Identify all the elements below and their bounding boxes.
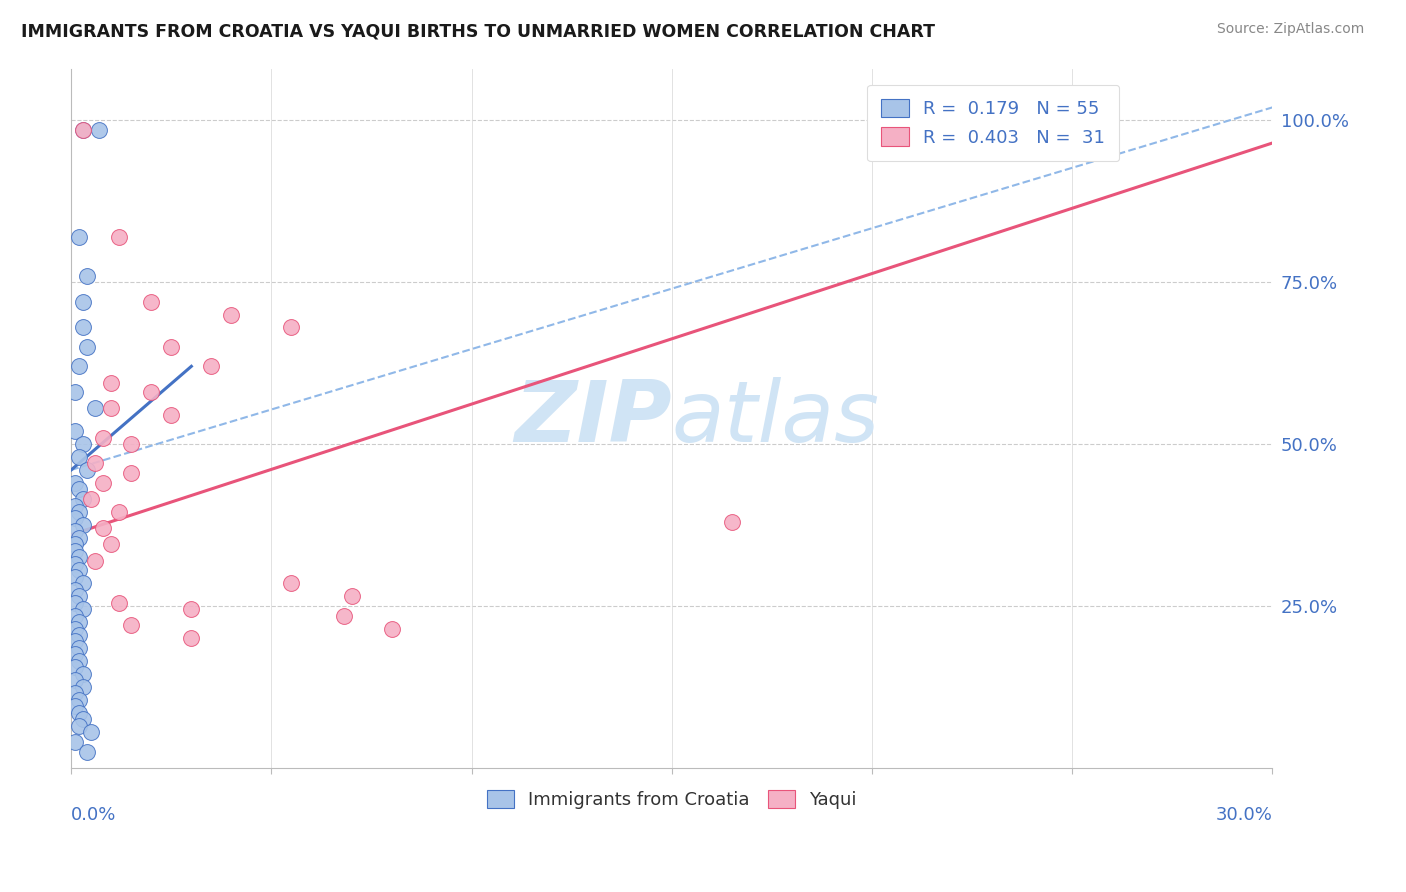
Point (180, 631, 202, 645)
Point (76, 268, 98, 283)
Legend: Immigrants from Croatia, Yaqui: Immigrants from Croatia, Yaqui (478, 780, 866, 818)
Point (280, 576, 302, 591)
Point (67, 640, 90, 655)
Point (72, 437, 94, 451)
Point (80, 725, 103, 739)
Point (65, 608, 87, 623)
Point (934, 123, 956, 137)
Text: 0.0%: 0.0% (72, 806, 117, 824)
Point (65, 570, 87, 584)
Point (65, 735, 87, 749)
Point (65, 673, 87, 688)
Point (72, 680, 94, 694)
Point (180, 602, 202, 616)
Point (65, 475, 87, 490)
Point (65, 424, 87, 438)
Point (72, 602, 94, 616)
Point (84, 401, 107, 416)
Point (67, 531, 90, 545)
Point (76, 463, 98, 477)
Point (84, 457, 107, 471)
Point (91, 521, 114, 535)
Point (72, 123, 94, 137)
Point (120, 466, 142, 480)
Point (67, 706, 90, 720)
Point (91, 475, 114, 490)
Point (67, 450, 90, 464)
Point (72, 491, 94, 506)
Point (280, 320, 302, 334)
Point (72, 712, 94, 726)
Point (67, 628, 90, 642)
Point (72, 294, 94, 309)
Point (65, 699, 87, 714)
Point (67, 589, 90, 603)
Point (89, 123, 111, 137)
Point (120, 618, 142, 632)
Text: atlas: atlas (672, 376, 880, 459)
Point (65, 499, 87, 513)
Point (141, 294, 163, 309)
Point (160, 408, 183, 422)
Point (381, 622, 404, 636)
Point (76, 745, 98, 759)
Point (65, 544, 87, 558)
Point (332, 608, 354, 623)
Point (65, 511, 87, 525)
Point (100, 376, 122, 390)
Point (108, 230, 131, 244)
Point (67, 615, 90, 629)
Point (65, 686, 87, 700)
Point (65, 660, 87, 674)
Point (721, 515, 744, 529)
Point (72, 517, 94, 532)
Point (120, 437, 142, 451)
Point (100, 401, 122, 416)
Point (67, 483, 90, 497)
Point (76, 340, 98, 354)
Text: ZIP: ZIP (515, 376, 672, 459)
Point (100, 537, 122, 551)
Point (67, 230, 90, 244)
Point (72, 576, 94, 591)
Point (65, 622, 87, 636)
Point (84, 553, 107, 567)
Point (200, 359, 222, 374)
Point (72, 666, 94, 681)
Point (65, 537, 87, 551)
Point (67, 654, 90, 668)
Point (65, 385, 87, 400)
Point (67, 563, 90, 577)
Text: 30.0%: 30.0% (1216, 806, 1272, 824)
Point (141, 385, 163, 400)
Point (65, 634, 87, 648)
Point (65, 648, 87, 662)
Point (80, 491, 103, 506)
Point (65, 596, 87, 610)
Point (67, 359, 90, 374)
Point (65, 524, 87, 539)
Point (65, 582, 87, 597)
Point (67, 505, 90, 519)
Point (340, 589, 363, 603)
Point (91, 431, 114, 445)
Point (72, 320, 94, 334)
Point (221, 308, 243, 322)
Point (67, 550, 90, 565)
Point (108, 505, 131, 519)
Text: IMMIGRANTS FROM CROATIA VS YAQUI BIRTHS TO UNMARRIED WOMEN CORRELATION CHART: IMMIGRANTS FROM CROATIA VS YAQUI BIRTHS … (21, 22, 935, 40)
Point (67, 692, 90, 706)
Point (160, 340, 183, 354)
Point (72, 123, 94, 137)
Point (67, 718, 90, 732)
Point (108, 596, 131, 610)
Point (65, 557, 87, 571)
Text: Source: ZipAtlas.com: Source: ZipAtlas.com (1216, 22, 1364, 37)
